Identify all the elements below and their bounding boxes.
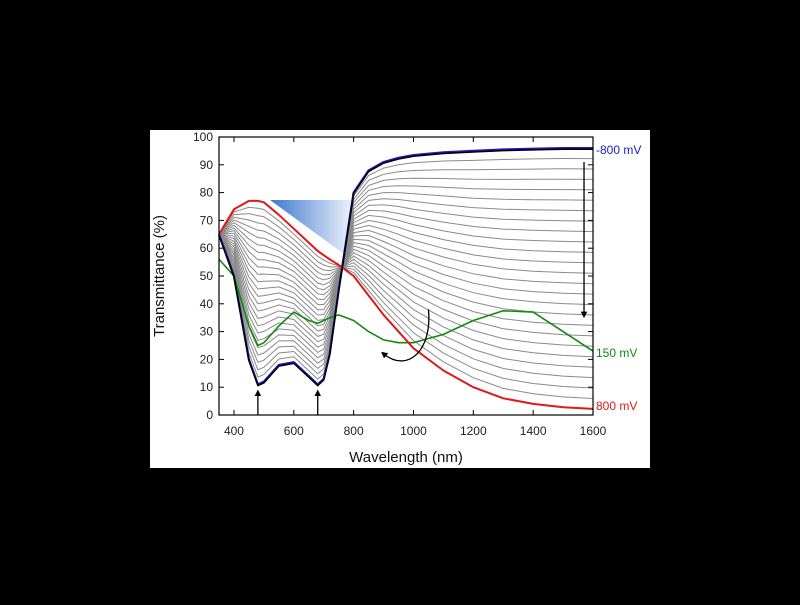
gradient-triangle [270,200,355,262]
curved-arrow [381,309,430,362]
intermediate-curve [218,230,594,326]
y-tick-label: 0 [206,408,213,422]
y-tick-label: 80 [200,186,214,200]
series-line-outline [218,148,593,387]
x-tick-label: 1000 [400,424,427,438]
series-label-150: 150 mV [596,346,637,360]
x-axis-label: Wavelength (nm) [349,449,463,466]
intermediate-curve [218,221,594,358]
x-tick-label: 800 [344,424,364,438]
intermediate-curve [218,216,594,379]
x-tick-label: 600 [284,424,304,438]
figure-background [150,130,650,468]
series-label-neg800: -800 mV [596,143,641,157]
x-tick-label: 1400 [520,424,547,438]
series-line [218,199,594,410]
intermediate-curve [218,213,594,389]
y-tick-label: 10 [200,380,214,394]
y-tick-label: 50 [200,269,214,283]
x-tick-label: 400 [224,424,244,438]
intermediate-curve [218,227,594,337]
series-line [218,258,594,352]
y-tick-label: 100 [193,130,213,144]
y-tick-label: 90 [200,158,214,172]
y-tick-label: 30 [200,325,214,339]
y-tick-label: 70 [200,213,214,227]
y-axis-label: Transmittance (%) [151,215,168,337]
x-tick-label: 1600 [580,424,607,438]
x-tick-label: 1200 [460,424,487,438]
series-label-800: 800 mV [596,399,637,413]
intermediate-curve [218,219,594,368]
intermediate-curve [218,224,594,347]
y-tick-label: 40 [200,297,214,311]
y-tick-label: 60 [200,241,214,255]
y-tick-label: 20 [200,352,214,366]
